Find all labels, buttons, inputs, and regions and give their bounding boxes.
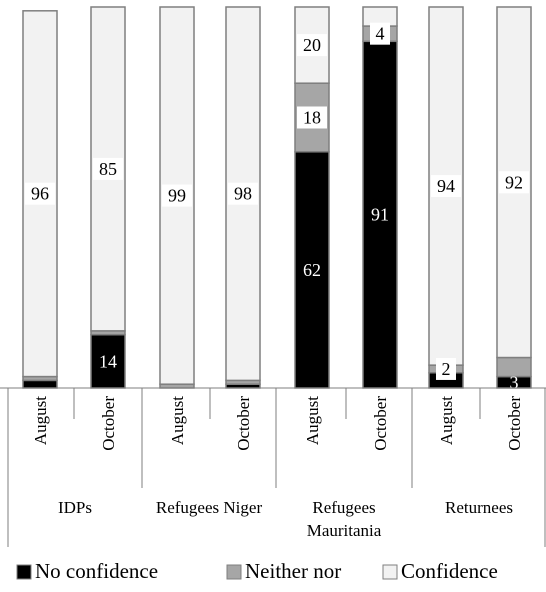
data-label-background bbox=[93, 157, 123, 180]
legend: No confidence Neither nor Confidence bbox=[16, 559, 498, 583]
bar-segment-no-confidence bbox=[22, 379, 58, 389]
bars-layer bbox=[22, 6, 532, 389]
data-label: 18 bbox=[303, 107, 321, 127]
category-label-august: August bbox=[437, 396, 456, 445]
legend-swatch-no-confidence bbox=[16, 564, 32, 580]
legend-label-no-confidence: No confidence bbox=[35, 559, 158, 583]
category-label-august: August bbox=[303, 396, 322, 445]
category-label-october: October bbox=[505, 396, 524, 451]
category-label-august: August bbox=[31, 396, 50, 445]
data-label: 85 bbox=[99, 159, 117, 179]
data-label: 14 bbox=[99, 351, 117, 371]
legend-swatch-neither-nor bbox=[226, 564, 242, 580]
data-label-background bbox=[436, 357, 456, 380]
category-label-october: October bbox=[371, 396, 390, 451]
data-label-background bbox=[297, 34, 327, 57]
category-label-october: October bbox=[234, 396, 253, 451]
group-label-idps: IDPs bbox=[58, 498, 92, 517]
bar-segment-no-confidence bbox=[294, 151, 330, 389]
group-label-refugees-mauritania: Mauritania bbox=[307, 521, 382, 540]
data-label: 20 bbox=[303, 35, 321, 55]
category-axis: August October August October August October A… bbox=[0, 387, 546, 547]
data-label: 96 bbox=[31, 184, 49, 204]
data-label: 99 bbox=[168, 186, 186, 206]
group-label-refugees-niger: Refugees Niger bbox=[156, 498, 263, 517]
data-label-background bbox=[228, 182, 258, 205]
data-label: 92 bbox=[505, 172, 523, 192]
data-label: 3 bbox=[510, 372, 519, 392]
data-label: 4 bbox=[376, 24, 385, 44]
data-label-background bbox=[370, 22, 390, 45]
group-label-returnees: Returnees bbox=[445, 498, 513, 517]
category-label-october: October bbox=[99, 396, 118, 451]
legend-label-confidence: Confidence bbox=[401, 559, 498, 583]
data-label: 98 bbox=[234, 184, 252, 204]
data-label: 62 bbox=[303, 260, 321, 280]
data-label-background bbox=[431, 175, 461, 198]
legend-swatch-confidence bbox=[382, 564, 398, 580]
data-label: 94 bbox=[437, 176, 455, 196]
legend-label-neither-nor: Neither nor bbox=[245, 559, 341, 583]
category-label-august: August bbox=[168, 396, 187, 445]
group-label-refugees-mauritania: Refugees bbox=[312, 498, 375, 517]
data-label: 91 bbox=[371, 205, 389, 225]
data-labels-layer: 96 14 85 99 98 62 18 20 91 4 2 94 3 92 bbox=[25, 22, 529, 392]
data-label-background bbox=[25, 182, 55, 205]
data-label-background bbox=[297, 106, 327, 129]
data-label-background bbox=[162, 184, 192, 207]
data-label-background bbox=[499, 171, 529, 194]
data-label: 2 bbox=[442, 359, 451, 379]
